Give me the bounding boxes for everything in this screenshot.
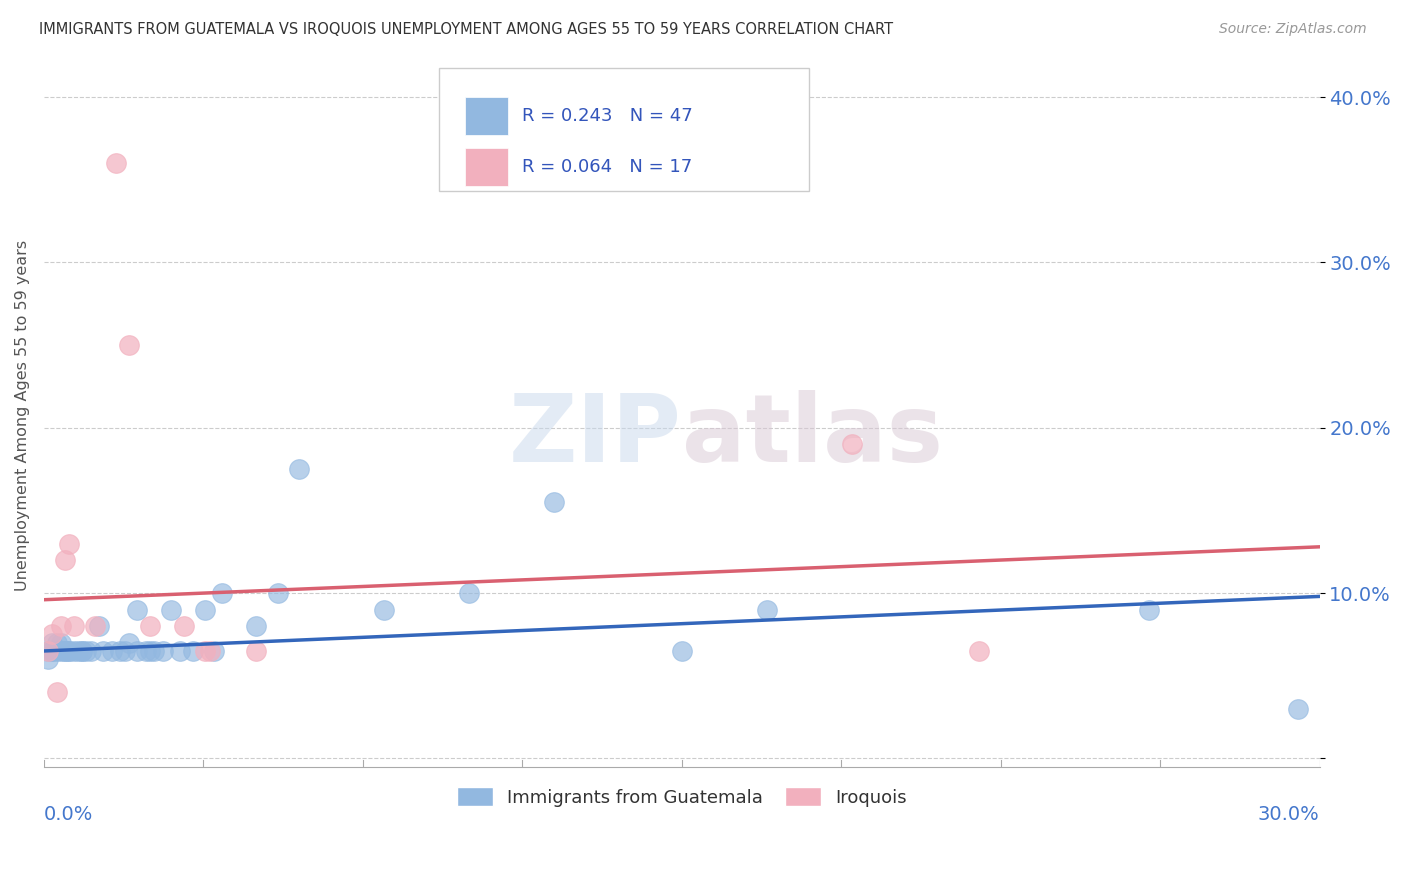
Bar: [465, 96, 508, 136]
Point: [70, 644, 93, 658]
Point: [58, 644, 80, 658]
Point: [118, 338, 141, 352]
Point: [245, 644, 267, 658]
Point: [143, 644, 166, 658]
Text: R = 0.243   N = 47: R = 0.243 N = 47: [522, 107, 693, 125]
Point: [45, 644, 67, 658]
Point: [671, 644, 693, 658]
Point: [75, 644, 97, 658]
Text: R = 0.064   N = 17: R = 0.064 N = 17: [522, 158, 693, 177]
Point: [194, 602, 217, 616]
Point: [41, 644, 63, 658]
Point: [58, 536, 80, 550]
Point: [118, 636, 141, 650]
Point: [79, 644, 101, 658]
Point: [62, 644, 84, 658]
Point: [211, 586, 233, 600]
Point: [45, 636, 67, 650]
Point: [53, 644, 76, 658]
Point: [84, 619, 107, 633]
Point: [101, 644, 124, 658]
Legend: Immigrants from Guatemala, Iroquois: Immigrants from Guatemala, Iroquois: [450, 780, 914, 814]
Point: [1139, 602, 1161, 616]
Point: [198, 644, 221, 658]
Point: [969, 644, 991, 658]
Point: [152, 644, 174, 658]
Point: [543, 495, 565, 509]
Text: 30.0%: 30.0%: [1258, 805, 1319, 824]
Point: [70, 644, 93, 658]
Point: [66, 644, 89, 658]
Point: [53, 644, 76, 658]
Point: [194, 644, 217, 658]
Point: [755, 602, 778, 616]
Point: [49, 644, 72, 658]
Point: [41, 644, 63, 658]
Point: [841, 437, 863, 451]
Point: [110, 644, 132, 658]
Point: [114, 644, 136, 658]
Point: [62, 619, 84, 633]
Point: [105, 156, 128, 170]
Point: [169, 644, 191, 658]
Point: [41, 636, 63, 650]
Text: ZIP: ZIP: [509, 391, 682, 483]
Text: Source: ZipAtlas.com: Source: ZipAtlas.com: [1219, 22, 1367, 37]
Text: 0.0%: 0.0%: [44, 805, 93, 824]
Point: [58, 644, 80, 658]
Point: [202, 644, 225, 658]
Point: [267, 586, 290, 600]
Point: [139, 619, 162, 633]
Point: [49, 636, 72, 650]
Point: [127, 602, 149, 616]
Point: [37, 644, 59, 658]
Y-axis label: Unemployment Among Ages 55 to 59 years: Unemployment Among Ages 55 to 59 years: [15, 240, 30, 591]
Point: [1286, 702, 1309, 716]
Point: [49, 619, 72, 633]
Point: [89, 619, 111, 633]
Point: [45, 685, 67, 699]
Text: atlas: atlas: [682, 391, 942, 483]
Point: [173, 619, 195, 633]
Point: [245, 619, 267, 633]
Point: [53, 553, 76, 567]
Point: [37, 652, 59, 666]
Point: [288, 462, 311, 476]
FancyBboxPatch shape: [439, 68, 810, 191]
Point: [37, 644, 59, 658]
Point: [135, 644, 157, 658]
Point: [373, 602, 395, 616]
Point: [160, 602, 183, 616]
Point: [127, 644, 149, 658]
Point: [139, 644, 162, 658]
Bar: [465, 148, 508, 186]
Point: [181, 644, 204, 658]
Text: IMMIGRANTS FROM GUATEMALA VS IROQUOIS UNEMPLOYMENT AMONG AGES 55 TO 59 YEARS COR: IMMIGRANTS FROM GUATEMALA VS IROQUOIS UN…: [39, 22, 893, 37]
Point: [458, 586, 481, 600]
Point: [41, 627, 63, 641]
Point: [93, 644, 115, 658]
